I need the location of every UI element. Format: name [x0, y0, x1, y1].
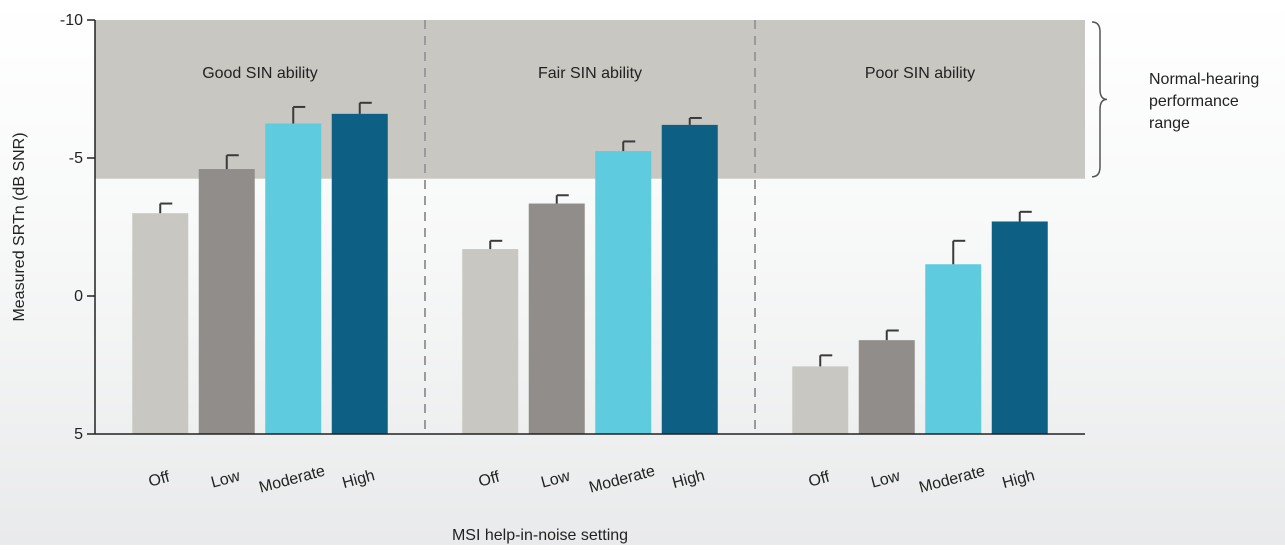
bar [792, 366, 849, 434]
category-label: High [340, 467, 376, 492]
range-annotation-line: performance [1149, 93, 1239, 110]
bar [925, 264, 982, 434]
bar [331, 113, 388, 434]
range-brace [1091, 21, 1108, 178]
category-label: Low [869, 468, 902, 492]
category-label: Moderate [257, 463, 327, 497]
bar [991, 221, 1048, 434]
normal-hearing-range-band [95, 20, 1085, 179]
group-label: Fair SIN ability [538, 65, 642, 82]
y-axis-title: Measured SRTn (dB SNR) [11, 132, 28, 321]
y-tick-label: -5 [69, 150, 83, 167]
range-annotation-line: range [1149, 115, 1190, 132]
bar [198, 169, 255, 435]
bar [858, 340, 915, 434]
y-tick-label: -10 [60, 12, 83, 29]
category-label: High [670, 467, 706, 492]
y-tick-label: 5 [74, 426, 83, 443]
bar [265, 123, 322, 434]
category-label: Moderate [917, 463, 987, 497]
range-annotation-line: Normal-hearing [1149, 71, 1259, 88]
x-axis-title: MSI help-in-noise setting [452, 527, 628, 544]
bar [661, 124, 718, 434]
bar [528, 203, 585, 434]
category-label: Low [209, 468, 242, 492]
y-tick-label: 0 [74, 288, 83, 305]
category-label: Low [539, 468, 572, 492]
category-label: Moderate [587, 463, 657, 497]
group-label: Good SIN ability [202, 65, 318, 82]
bar [132, 213, 189, 434]
category-label: Off [807, 469, 832, 491]
group-label: Poor SIN ability [865, 65, 975, 82]
bar [595, 151, 652, 434]
category-label: Off [147, 469, 172, 491]
bar [462, 249, 519, 434]
category-label: Off [477, 469, 502, 491]
category-label: High [1000, 467, 1036, 492]
